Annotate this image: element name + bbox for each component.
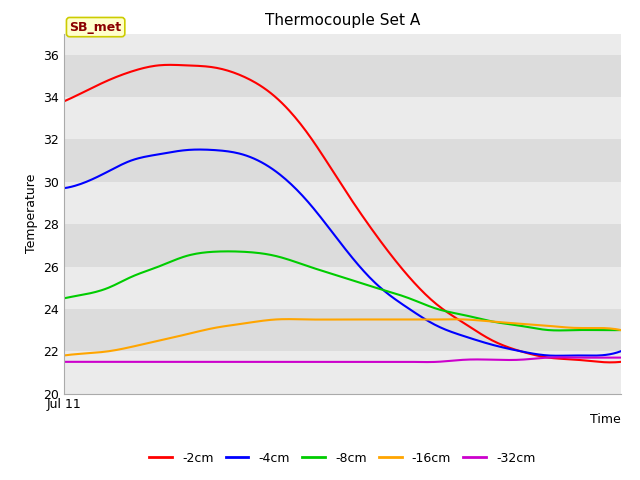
-16cm	[566, 325, 574, 331]
Text: Time: Time	[590, 413, 621, 426]
-32cm	[62, 359, 70, 365]
-4cm	[403, 304, 410, 310]
-4cm	[60, 185, 68, 191]
Line: -8cm: -8cm	[64, 252, 621, 330]
-2cm	[607, 360, 615, 365]
Bar	[64, 309, 621, 351]
-16cm	[284, 316, 291, 322]
Line: -32cm: -32cm	[64, 358, 621, 362]
Bar	[64, 97, 621, 140]
-32cm	[617, 355, 625, 360]
-2cm	[392, 258, 399, 264]
-32cm	[390, 359, 397, 365]
Bar	[64, 55, 621, 97]
-8cm	[392, 291, 399, 297]
-16cm	[617, 327, 625, 333]
-8cm	[224, 249, 232, 254]
Title: Thermocouple Set A: Thermocouple Set A	[265, 13, 420, 28]
Bar	[64, 140, 621, 182]
-8cm	[617, 327, 625, 333]
-32cm	[392, 359, 399, 365]
-32cm	[423, 359, 431, 365]
Y-axis label: Temperature: Temperature	[25, 174, 38, 253]
-32cm	[60, 359, 68, 365]
Line: -4cm: -4cm	[64, 150, 621, 356]
Legend: -2cm, -4cm, -8cm, -16cm, -32cm: -2cm, -4cm, -8cm, -16cm, -32cm	[145, 447, 540, 469]
Bar	[64, 182, 621, 224]
-8cm	[568, 327, 576, 333]
-4cm	[531, 351, 539, 357]
-2cm	[566, 357, 574, 362]
-16cm	[392, 317, 399, 323]
-4cm	[392, 297, 399, 302]
-2cm	[60, 98, 68, 104]
Text: SB_met: SB_met	[70, 21, 122, 34]
-16cm	[60, 353, 68, 359]
-16cm	[394, 317, 401, 323]
-2cm	[617, 359, 625, 365]
Bar	[64, 34, 621, 55]
-8cm	[531, 325, 539, 331]
-16cm	[62, 352, 70, 358]
-32cm	[568, 355, 576, 360]
-8cm	[62, 295, 70, 301]
Bar	[64, 224, 621, 266]
-8cm	[556, 327, 563, 333]
-8cm	[394, 291, 401, 297]
-4cm	[617, 348, 625, 354]
-4cm	[196, 147, 204, 153]
-4cm	[394, 298, 401, 304]
Line: -16cm: -16cm	[64, 319, 621, 356]
-16cm	[403, 317, 410, 323]
-32cm	[401, 359, 408, 365]
-32cm	[531, 356, 539, 361]
Bar	[64, 351, 621, 394]
-8cm	[60, 295, 68, 301]
-2cm	[403, 271, 410, 277]
-4cm	[62, 185, 70, 191]
-2cm	[62, 97, 70, 103]
-8cm	[403, 295, 410, 300]
-2cm	[166, 62, 174, 68]
-32cm	[556, 355, 563, 360]
-2cm	[394, 260, 401, 266]
-4cm	[568, 353, 576, 359]
Bar	[64, 266, 621, 309]
-2cm	[531, 352, 539, 358]
-4cm	[554, 353, 561, 359]
Line: -2cm: -2cm	[64, 65, 621, 362]
-16cm	[531, 322, 539, 328]
